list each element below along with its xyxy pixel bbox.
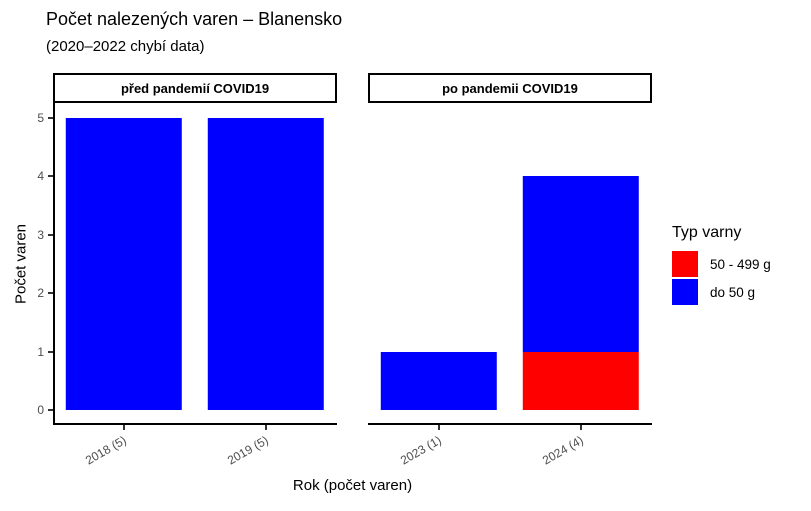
x-tick-label: 2019 (5) (225, 433, 271, 468)
plot-panel-right: 2023 (1) 2024 (4) (368, 103, 652, 467)
facet-strip-po-pandemii: po pandemii COVID19 (368, 73, 652, 103)
legend-swatch-blue (672, 279, 698, 305)
legend-label: do 50 g (710, 284, 756, 300)
legend-item-do-50: do 50 g (672, 279, 771, 305)
chart-title: Počet nalezených varen – Blanensko (46, 9, 343, 29)
y-axis-title: Počet varen (12, 223, 30, 305)
bar-2019 (5) (207, 103, 325, 425)
bar-segment-50 - 499 g (522, 351, 640, 411)
x-axis-title: Rok (počet varen) (292, 477, 413, 494)
bar-2024 (4) (522, 103, 640, 425)
legend-label: 50 - 499 g (710, 256, 771, 272)
x-tick-label: 2023 (1) (398, 433, 444, 468)
legend-title: Typ varny (672, 224, 742, 241)
x-tick (265, 425, 267, 430)
x-tick-label: 2024 (4) (540, 433, 586, 468)
facet-strip-label: před pandemií COVID19 (120, 80, 270, 96)
x-tick (580, 425, 582, 430)
x-tick (438, 425, 440, 430)
bar-2018 (5) (65, 103, 183, 425)
y-tick (48, 350, 53, 353)
plot-panel-left: 2018 (5) 2019 (5) 0 1 2 3 4 5 (37, 103, 337, 467)
y-tick (48, 116, 53, 119)
bar-segment-do 50 g (380, 351, 498, 411)
y-tick-label: 2 (37, 286, 44, 301)
bar-segment-do 50 g (522, 176, 640, 352)
y-tick (48, 292, 53, 295)
y-tick-label: 1 (37, 344, 44, 359)
chart-subtitle: (2020–2022 chybí data) (46, 38, 205, 55)
y-tick (48, 233, 53, 236)
x-tick-label: 2018 (5) (83, 433, 129, 468)
legend: Typ varny 50 - 499 g do 50 g (672, 224, 771, 307)
bar-segment-do 50 g (207, 117, 325, 411)
y-tick (48, 175, 53, 178)
y-tick (48, 409, 53, 412)
y-tick-label: 4 (37, 169, 44, 184)
facet-strip-pred-pandemii: před pandemií COVID19 (53, 73, 337, 103)
facet-strip-label: po pandemii COVID19 (442, 80, 578, 96)
legend-item-50-499: 50 - 499 g (672, 251, 771, 277)
y-tick-label: 0 (37, 403, 44, 418)
x-axis-line (368, 423, 652, 425)
x-tick (123, 425, 125, 430)
x-axis-line (53, 423, 337, 425)
bar-segment-do 50 g (65, 117, 183, 411)
legend-swatch-red (672, 251, 698, 277)
y-tick-label: 3 (37, 227, 44, 242)
bar-2023 (1) (380, 103, 498, 425)
y-axis-line (53, 103, 55, 425)
y-tick-label: 5 (37, 110, 44, 125)
